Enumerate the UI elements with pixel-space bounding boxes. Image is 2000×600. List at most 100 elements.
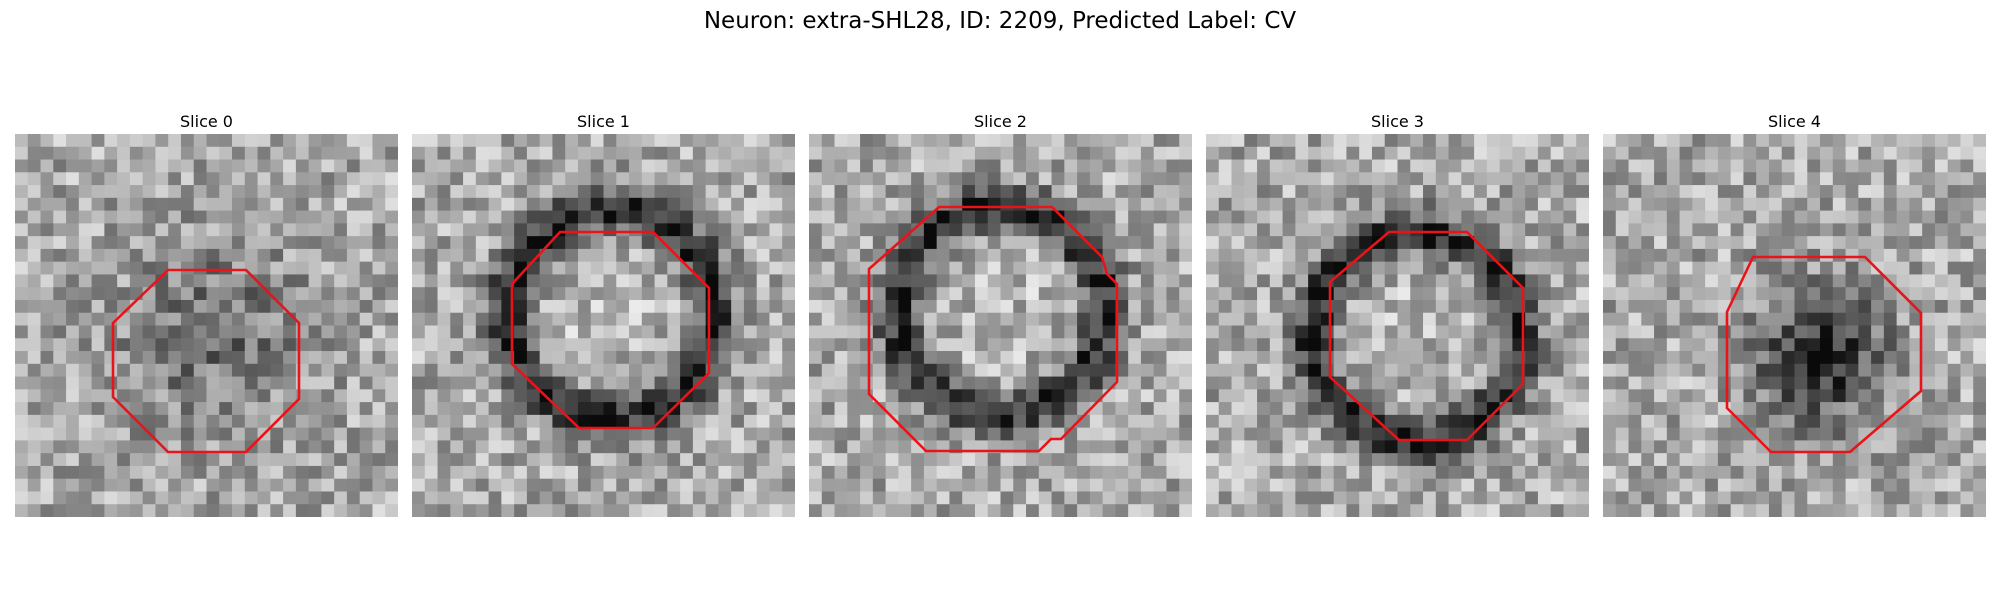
pixel bbox=[1269, 274, 1284, 288]
pixel bbox=[40, 325, 54, 339]
pixel bbox=[1486, 287, 1501, 301]
pixel bbox=[1960, 248, 1974, 263]
pixel bbox=[129, 248, 144, 263]
pixel bbox=[1461, 491, 1475, 505]
pixel bbox=[898, 299, 912, 314]
pixel bbox=[974, 465, 989, 480]
pixel bbox=[847, 287, 861, 301]
pixel bbox=[1359, 287, 1373, 301]
pixel bbox=[1333, 491, 1347, 505]
pixel bbox=[782, 223, 795, 237]
pixel bbox=[923, 402, 938, 416]
pixel bbox=[667, 312, 681, 326]
pixel bbox=[1359, 338, 1373, 352]
pixel bbox=[1371, 376, 1386, 390]
pixel bbox=[1077, 389, 1091, 403]
pixel bbox=[1064, 478, 1078, 492]
pixel bbox=[359, 491, 373, 505]
pixel bbox=[603, 440, 617, 454]
pixel bbox=[155, 134, 169, 148]
pixel bbox=[129, 159, 144, 173]
grayscale-pixels bbox=[1603, 134, 1986, 517]
pixel bbox=[1871, 491, 1885, 505]
pixel bbox=[1308, 453, 1322, 467]
pixel bbox=[769, 402, 783, 416]
pixel bbox=[1320, 363, 1335, 378]
pixel bbox=[1153, 351, 1167, 365]
pixel bbox=[809, 197, 823, 212]
pixel bbox=[193, 261, 207, 275]
pixel bbox=[346, 453, 361, 467]
pixel bbox=[936, 185, 950, 199]
pixel bbox=[1730, 402, 1744, 416]
pixel bbox=[1743, 491, 1757, 505]
pixel bbox=[308, 223, 322, 237]
pixel bbox=[40, 414, 54, 429]
pixel bbox=[692, 185, 707, 199]
soma-contour bbox=[510, 230, 711, 430]
pixel bbox=[1231, 351, 1245, 365]
pixel bbox=[91, 236, 105, 250]
pixel bbox=[1858, 159, 1872, 173]
pixel bbox=[718, 465, 732, 480]
pixel bbox=[860, 287, 874, 301]
pixel bbox=[782, 363, 795, 378]
pixel bbox=[1371, 146, 1386, 161]
pixel bbox=[1641, 287, 1655, 301]
pixel bbox=[1231, 261, 1245, 275]
pixel bbox=[1064, 325, 1078, 339]
pixel bbox=[1038, 223, 1053, 237]
pixel bbox=[1257, 491, 1271, 505]
pixel bbox=[911, 236, 925, 250]
pixel bbox=[244, 223, 259, 237]
pixel bbox=[66, 440, 80, 454]
pixel bbox=[270, 223, 284, 237]
pixel bbox=[616, 491, 630, 505]
pixel bbox=[295, 236, 310, 250]
pixel bbox=[565, 261, 579, 275]
pixel bbox=[1973, 197, 1986, 212]
pixel bbox=[1692, 223, 1706, 237]
pixel bbox=[1934, 312, 1949, 326]
pixel bbox=[1922, 261, 1936, 275]
pixel bbox=[1883, 299, 1898, 314]
pixel bbox=[1013, 159, 1027, 173]
pixel bbox=[1768, 491, 1783, 505]
pixel bbox=[78, 236, 93, 250]
pixel bbox=[437, 402, 451, 416]
pixel bbox=[1051, 363, 1065, 378]
pixel bbox=[1820, 274, 1834, 288]
pixel bbox=[1883, 287, 1898, 301]
pixel bbox=[463, 465, 477, 480]
pixel bbox=[321, 491, 335, 505]
pixel bbox=[1563, 465, 1577, 480]
pixel bbox=[1871, 248, 1885, 263]
pixel bbox=[1051, 414, 1065, 429]
pixel bbox=[526, 351, 541, 365]
pixel bbox=[923, 236, 938, 250]
pixel bbox=[1013, 363, 1027, 378]
pixel bbox=[1692, 185, 1706, 199]
pixel bbox=[1153, 274, 1167, 288]
pixel bbox=[1038, 261, 1053, 275]
pixel bbox=[334, 325, 348, 339]
pixel bbox=[1320, 312, 1335, 326]
pixel bbox=[1231, 478, 1245, 492]
pixel bbox=[308, 351, 322, 365]
pixel bbox=[603, 172, 617, 186]
slice-image bbox=[15, 134, 398, 517]
pixel bbox=[1909, 236, 1923, 250]
pixel bbox=[898, 325, 912, 339]
pixel bbox=[334, 172, 348, 186]
pixel bbox=[1705, 134, 1719, 148]
pixel bbox=[641, 172, 656, 186]
pixel bbox=[1909, 414, 1923, 429]
pixel bbox=[180, 134, 195, 148]
pixel bbox=[936, 146, 950, 161]
pixel bbox=[1026, 274, 1040, 288]
pixel bbox=[718, 351, 732, 365]
pixel bbox=[1244, 299, 1258, 314]
pixel bbox=[53, 312, 67, 326]
pixel bbox=[1435, 363, 1450, 378]
pixel bbox=[911, 223, 925, 237]
